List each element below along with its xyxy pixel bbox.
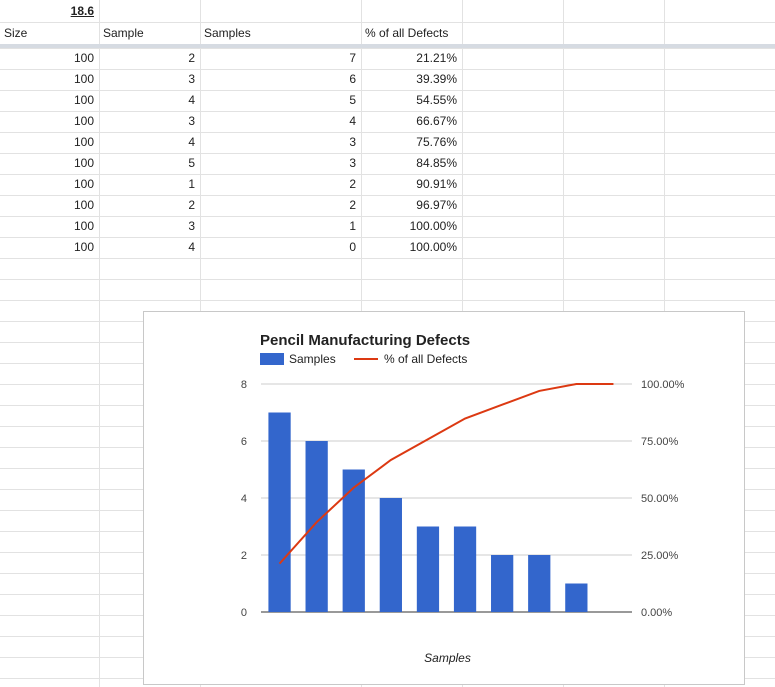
bar[interactable]: [416, 526, 440, 613]
cell-samples[interactable]: 4: [349, 114, 356, 128]
y-tick-label: 8: [241, 379, 247, 391]
bar[interactable]: [565, 583, 588, 613]
bar[interactable]: [268, 412, 291, 613]
cell-sample[interactable]: 4: [188, 240, 195, 254]
cell-size[interactable]: 100: [73, 198, 94, 212]
y2-tick-label: 25.00%: [641, 550, 679, 562]
cell-sample[interactable]: 2: [188, 51, 195, 65]
y2-tick-label: 100.00%: [641, 379, 685, 391]
cell-size[interactable]: 100: [73, 51, 94, 65]
cell-pct-defects[interactable]: 39.39%: [416, 72, 457, 86]
bar[interactable]: [379, 498, 402, 612]
cell-samples[interactable]: 6: [349, 72, 356, 86]
y-tick-label: 4: [241, 493, 247, 505]
cell-sample[interactable]: 3: [188, 219, 195, 233]
cell-samples[interactable]: 2: [349, 177, 356, 191]
header-pct-defects[interactable]: % of all Defects: [365, 26, 449, 40]
y2-tick-label: 0.00%: [641, 607, 672, 619]
cell-size[interactable]: 100: [73, 177, 94, 191]
cell-sample[interactable]: 1: [188, 177, 195, 191]
cell-sample[interactable]: 3: [188, 72, 195, 86]
y-tick-label: 0: [241, 607, 247, 619]
cell-sample[interactable]: 4: [188, 93, 195, 107]
legend-label-samples: Samples: [289, 352, 336, 366]
bar[interactable]: [491, 555, 514, 612]
cell-samples[interactable]: 1: [349, 219, 356, 233]
legend-label-pct: % of all Defects: [384, 352, 467, 366]
cell-size[interactable]: 100: [73, 135, 94, 149]
x-axis-title: Samples: [424, 651, 471, 665]
y2-tick-label: 75.00%: [641, 436, 679, 448]
cell-sample[interactable]: 3: [188, 114, 195, 128]
cell-pct-defects[interactable]: 84.85%: [416, 156, 457, 170]
header-size[interactable]: Size: [4, 26, 28, 40]
cell-samples[interactable]: 5: [349, 93, 356, 107]
header-samples[interactable]: Samples: [204, 26, 251, 40]
cell-samples[interactable]: 0: [349, 240, 356, 254]
cell-sample[interactable]: 2: [188, 198, 195, 212]
cell-pct-defects[interactable]: 90.91%: [416, 177, 457, 191]
y-tick-label: 2: [241, 550, 247, 562]
bar[interactable]: [305, 441, 328, 612]
cell-size[interactable]: 100: [73, 114, 94, 128]
cell-pct-defects[interactable]: 75.76%: [416, 135, 457, 149]
cell-size[interactable]: 100: [73, 219, 94, 233]
cell-pct-defects[interactable]: 54.55%: [416, 93, 457, 107]
legend-swatch-samples: [260, 353, 284, 365]
cell-pct-defects[interactable]: 66.67%: [416, 114, 457, 128]
bar[interactable]: [528, 555, 551, 612]
cumulative-pct-line[interactable]: [278, 383, 614, 565]
y2-tick-label: 50.00%: [641, 493, 679, 505]
cell-samples[interactable]: 3: [349, 135, 356, 149]
chart-title: Pencil Manufacturing Defects: [260, 332, 470, 349]
cell-pct-defects[interactable]: 100.00%: [409, 219, 457, 233]
bar[interactable]: [342, 469, 365, 613]
cell-size[interactable]: 100: [73, 72, 94, 86]
header-sample[interactable]: Sample: [103, 26, 144, 40]
cell-pct-defects[interactable]: 100.00%: [409, 240, 457, 254]
y-tick-label: 6: [241, 436, 247, 448]
cell-sample[interactable]: 4: [188, 135, 195, 149]
bar[interactable]: [453, 526, 477, 613]
cell-top-value[interactable]: 18.6: [70, 4, 94, 18]
cell-samples[interactable]: 2: [349, 198, 356, 212]
cell-pct-defects[interactable]: 21.21%: [416, 51, 457, 65]
cell-size[interactable]: 100: [73, 240, 94, 254]
cell-size[interactable]: 100: [73, 93, 94, 107]
cell-sample[interactable]: 5: [188, 156, 195, 170]
chart-canvas: Pencil Manufacturing Defects Samples % of …: [241, 332, 685, 665]
pareto-chart[interactable]: Pencil Manufacturing Defects Samples % of …: [143, 311, 745, 685]
cell-samples[interactable]: 3: [349, 156, 356, 170]
cell-size[interactable]: 100: [73, 156, 94, 170]
cell-samples[interactable]: 7: [349, 51, 356, 65]
cell-pct-defects[interactable]: 96.97%: [416, 198, 457, 212]
